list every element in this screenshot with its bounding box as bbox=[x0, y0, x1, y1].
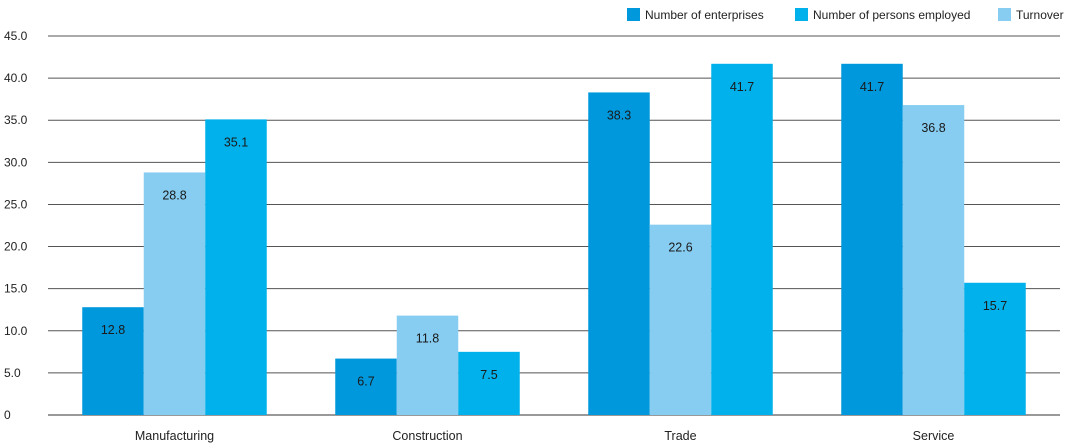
y-tick-label: 15.0 bbox=[4, 282, 28, 296]
legend: Number of enterprises Number of persons e… bbox=[627, 8, 1064, 22]
bar bbox=[335, 358, 397, 415]
y-tick-label: 30.0 bbox=[4, 155, 28, 169]
bar bbox=[902, 105, 965, 415]
bar bbox=[82, 307, 144, 415]
bar bbox=[964, 282, 1026, 415]
x-category-label: Manufacturing bbox=[135, 429, 214, 443]
data-label: 38.3 bbox=[607, 108, 631, 122]
legend-label: Turnover bbox=[1016, 8, 1064, 22]
bar bbox=[205, 119, 267, 415]
y-tick-label: 20.0 bbox=[4, 240, 28, 254]
legend-label: Number of persons employed bbox=[813, 8, 970, 22]
data-label: 12.8 bbox=[101, 323, 125, 337]
bar bbox=[649, 224, 712, 415]
y-tick-label: 40.0 bbox=[4, 71, 28, 85]
y-tick-label: 10.0 bbox=[4, 324, 28, 338]
bar bbox=[143, 172, 206, 415]
data-label: 22.6 bbox=[668, 241, 692, 255]
x-category-label: Construction bbox=[392, 429, 462, 443]
legend-label: Number of enterprises bbox=[645, 8, 764, 22]
bar bbox=[458, 351, 520, 415]
bars bbox=[82, 63, 1026, 415]
legend-swatch bbox=[795, 8, 808, 21]
x-category-label: Service bbox=[913, 429, 955, 443]
data-label: 11.8 bbox=[416, 332, 439, 346]
legend-swatch bbox=[627, 8, 640, 21]
bar bbox=[711, 63, 773, 415]
bar bbox=[588, 92, 650, 415]
data-label: 41.7 bbox=[860, 80, 884, 94]
y-tick-label: 25.0 bbox=[4, 197, 28, 211]
data-label: 28.8 bbox=[162, 188, 186, 202]
y-tick-label: 0 bbox=[4, 408, 11, 422]
data-label: 41.7 bbox=[730, 80, 754, 94]
x-category-label: Trade bbox=[664, 429, 696, 443]
data-label: 6.7 bbox=[357, 375, 374, 389]
x-axis-category-labels: Manufacturing Construction Trade Service bbox=[135, 429, 954, 443]
data-label: 36.8 bbox=[921, 121, 945, 135]
bar bbox=[396, 315, 459, 415]
data-label: 35.1 bbox=[224, 135, 248, 149]
legend-swatch bbox=[998, 8, 1011, 21]
y-axis-tick-labels: 0 5.0 10.0 15.0 20.0 25.0 30.0 35.0 40.0 45.0 bbox=[4, 29, 28, 422]
data-label: 15.7 bbox=[983, 299, 1007, 313]
data-label: 7.5 bbox=[480, 368, 497, 382]
bar bbox=[841, 63, 903, 415]
data-labels: 12.8 28.8 35.1 6.7 11.8 7.5 38.3 22.6 41.7 41.7 36… bbox=[101, 80, 1007, 389]
y-tick-label: 35.0 bbox=[4, 113, 28, 127]
y-tick-label: 45.0 bbox=[4, 29, 28, 43]
y-tick-label: 5.0 bbox=[4, 366, 21, 380]
